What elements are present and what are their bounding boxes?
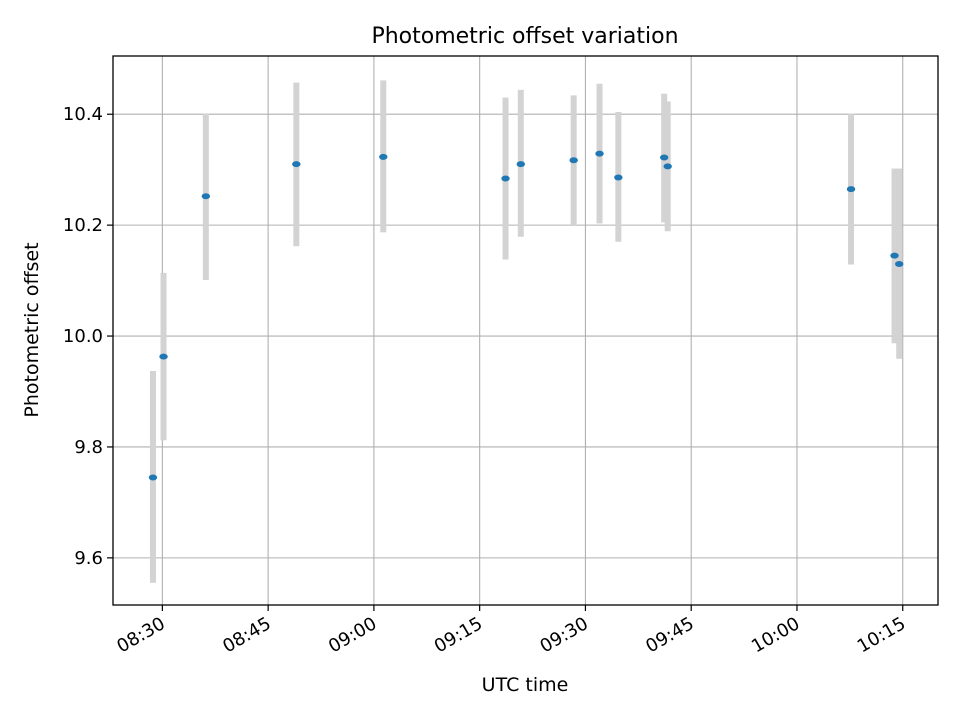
y-axis-label: Photometric offset: [21, 242, 43, 417]
grid: [113, 56, 938, 605]
data-point: [569, 157, 578, 164]
data-point: [659, 154, 669, 161]
data-point: [895, 260, 904, 267]
data-point: [846, 186, 856, 193]
chart-title: Photometric offset variation: [371, 24, 678, 49]
data-point: [516, 161, 525, 168]
data-points: [148, 150, 904, 481]
data-point: [595, 150, 604, 157]
x-axis-label: UTC time: [482, 674, 569, 696]
data-point: [890, 252, 899, 259]
y-tick-label: 9.8: [74, 437, 103, 458]
y-tick-label: 9.6: [74, 548, 103, 569]
data-point: [159, 353, 168, 360]
plot-frame: [112, 55, 939, 606]
data-point: [201, 193, 211, 200]
data-point: [614, 174, 623, 181]
data-point: [663, 163, 672, 170]
y-tick-label: 10.4: [63, 104, 103, 125]
data-point: [379, 153, 388, 160]
y-axis-ticks: 9.6 9.8 10.0 10.2 10.4: [63, 104, 113, 569]
y-tick-label: 10.0: [63, 326, 103, 347]
y-tick-label: 10.2: [63, 215, 103, 236]
data-point: [292, 161, 301, 168]
data-point: [501, 175, 510, 182]
data-point: [148, 474, 158, 481]
